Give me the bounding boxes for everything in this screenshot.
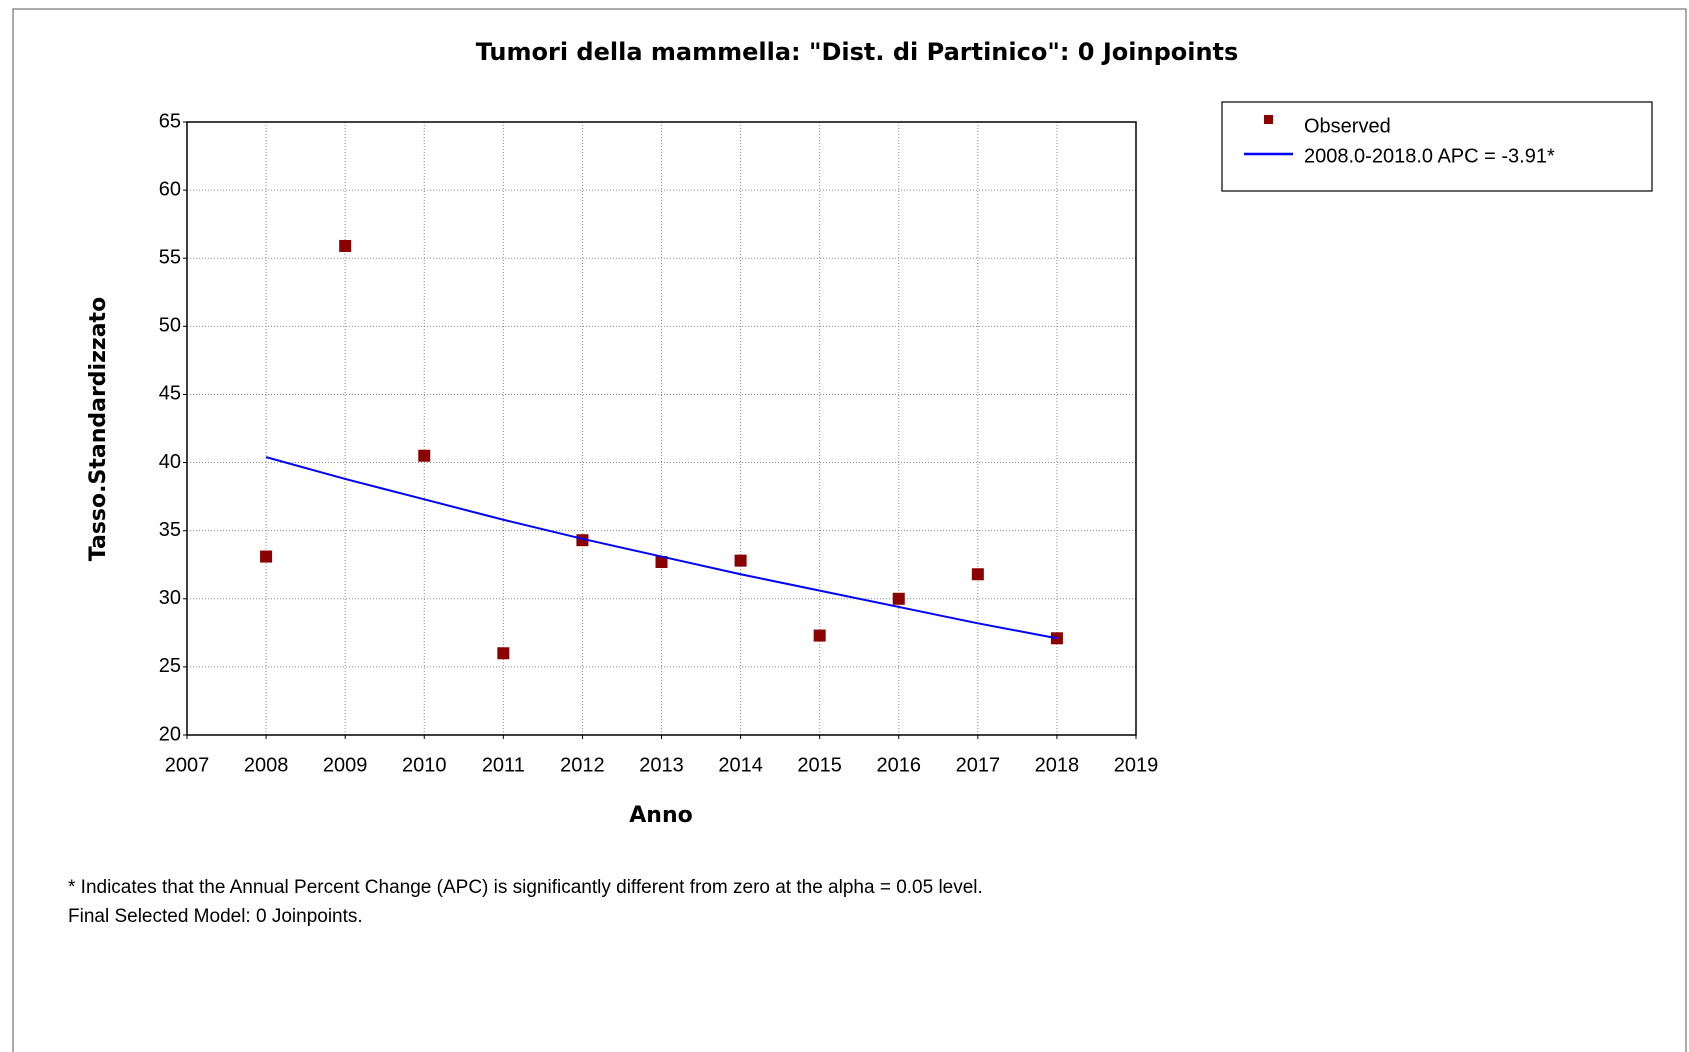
point bbox=[734, 554, 747, 567]
plot-border bbox=[186, 121, 1137, 736]
point bbox=[892, 592, 905, 605]
y-tick-label: 35 bbox=[159, 519, 181, 541]
y-tick-label: 30 bbox=[159, 587, 181, 609]
x-tick-label: 2016 bbox=[877, 754, 922, 776]
y-tick-label: 20 bbox=[159, 723, 181, 745]
y-tick-label: 50 bbox=[159, 315, 181, 337]
footnote: Final Selected Model: 0 Joinpoints. bbox=[68, 906, 363, 927]
x-tick-label: 2011 bbox=[482, 754, 525, 776]
x-tick-label: 2009 bbox=[323, 754, 368, 776]
legend-label: Observed bbox=[1304, 115, 1391, 137]
point bbox=[971, 568, 984, 581]
y-tick-label: 65 bbox=[159, 110, 181, 132]
frame bbox=[12, 8, 1687, 1052]
point bbox=[655, 555, 668, 568]
y-tick-label: 55 bbox=[159, 247, 181, 269]
x-tick-label: 2018 bbox=[1035, 754, 1080, 776]
point bbox=[497, 647, 510, 660]
x-tick-label: 2017 bbox=[956, 754, 1001, 776]
x-axis-label: Anno bbox=[629, 803, 692, 828]
y-tick-label: 40 bbox=[159, 451, 181, 473]
legend-marker bbox=[1264, 115, 1273, 124]
x-tick-label: 2007 bbox=[165, 754, 210, 776]
legend-box bbox=[1221, 101, 1653, 192]
point bbox=[339, 239, 352, 252]
fit-line bbox=[265, 456, 1058, 640]
x-tick-label: 2012 bbox=[560, 754, 605, 776]
footnote: * Indicates that the Annual Percent Chan… bbox=[68, 877, 983, 898]
y-tick-label: 25 bbox=[159, 655, 181, 677]
x-tick-label: 2008 bbox=[244, 754, 289, 776]
y-tick-label: 60 bbox=[159, 178, 181, 200]
x-tick-label: 2010 bbox=[402, 754, 447, 776]
point bbox=[260, 550, 273, 563]
x-tick-label: 2019 bbox=[1114, 754, 1159, 776]
y-axis-label: Tasso.Standardizzato bbox=[86, 297, 111, 561]
x-tick-label: 2014 bbox=[718, 754, 763, 776]
x-tick-label: 2015 bbox=[797, 754, 842, 776]
y-tick-label: 45 bbox=[159, 383, 181, 405]
x-tick-label: 2013 bbox=[639, 754, 684, 776]
legend-label: 2008.0-2018.0 APC = -3.91* bbox=[1304, 145, 1555, 167]
point bbox=[813, 629, 826, 642]
chart-title: Tumori della mammella: "Dist. di Partini… bbox=[476, 38, 1239, 66]
point bbox=[418, 449, 431, 462]
